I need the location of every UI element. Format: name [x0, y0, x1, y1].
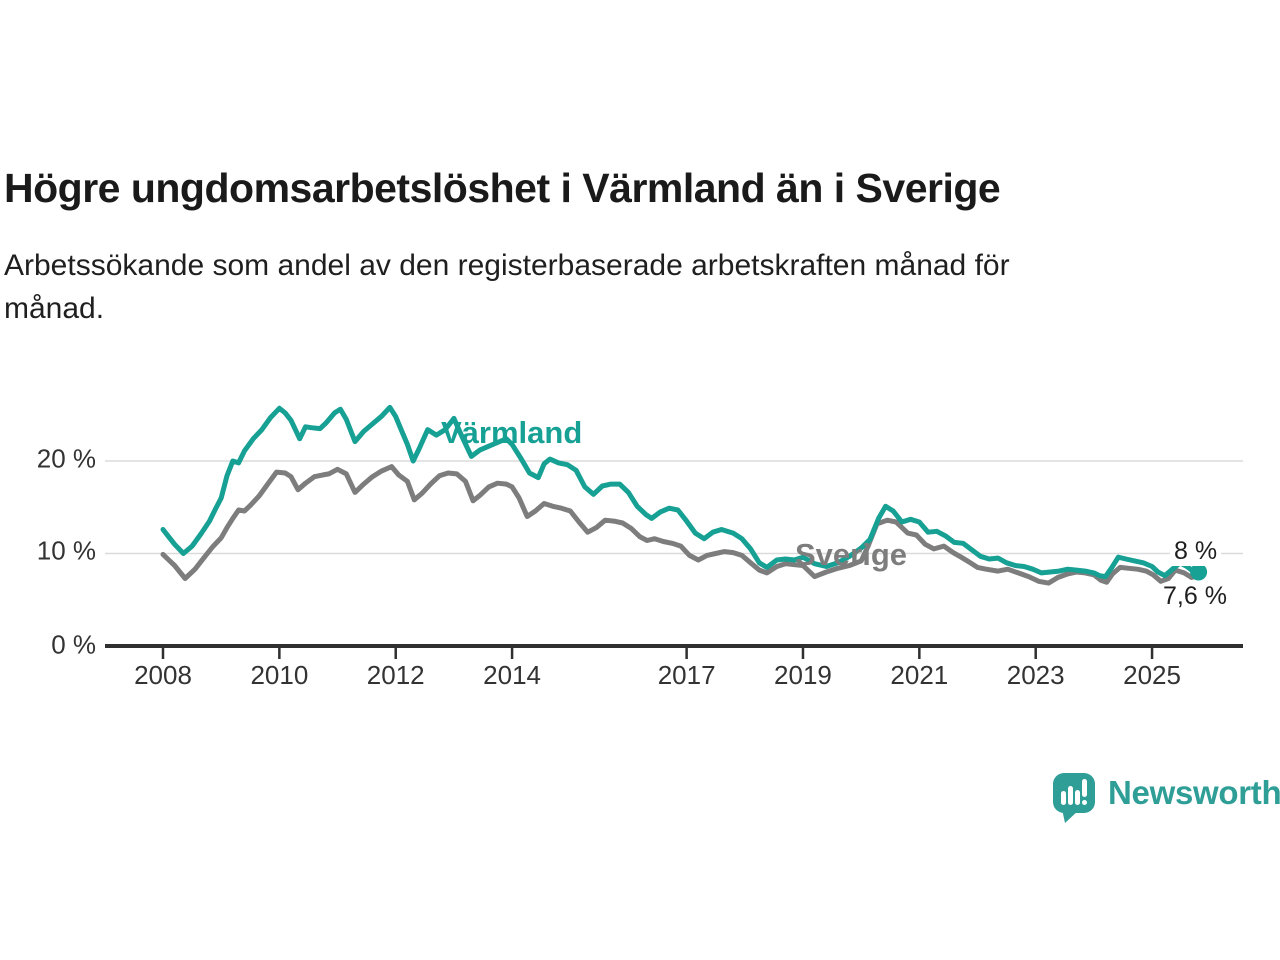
x-tick-label-2014: 2014 — [483, 660, 541, 690]
y-tick-label-10: 10 % — [36, 535, 96, 566]
sverige-line — [160, 464, 1202, 586]
sverige-end-value-label: 7,6 % — [1163, 582, 1227, 610]
x-tick-label-2012: 2012 — [367, 660, 425, 690]
x-tick-label-2023: 2023 — [1007, 660, 1065, 690]
x-tick-label-2019: 2019 — [774, 660, 832, 690]
subtitle-line-1: Arbetssökande som andel av den registerb… — [4, 249, 1010, 282]
newsworthy-logo-text: Newsworthy — [1108, 774, 1280, 811]
varmland-end-value-label: 8 % — [1170, 536, 1222, 566]
varmland-series-label: Värmland — [441, 415, 583, 450]
x-tick-label-2021: 2021 — [890, 660, 948, 690]
newsworthy-logo: Newsworthy — [1052, 772, 1280, 826]
varmland-end-dot — [1190, 563, 1208, 581]
x-tick-label-2010: 2010 — [250, 660, 308, 690]
x-tick-label-2008: 2008 — [134, 660, 192, 690]
y-tick-label-0: 0 % — [51, 629, 96, 660]
sverige-series-label: Sverige — [795, 537, 908, 572]
newsworthy-logo-icon — [1053, 773, 1095, 823]
page-title: Högre ungdomsarbetslöshet i Värmland än … — [4, 165, 1001, 212]
x-tick-label-2017: 2017 — [658, 660, 716, 690]
x-tick-label-2025: 2025 — [1123, 660, 1181, 690]
subtitle-line-2: månad. — [4, 292, 105, 325]
varmland-line — [160, 404, 1202, 580]
y-tick-label-20: 20 % — [36, 443, 96, 474]
